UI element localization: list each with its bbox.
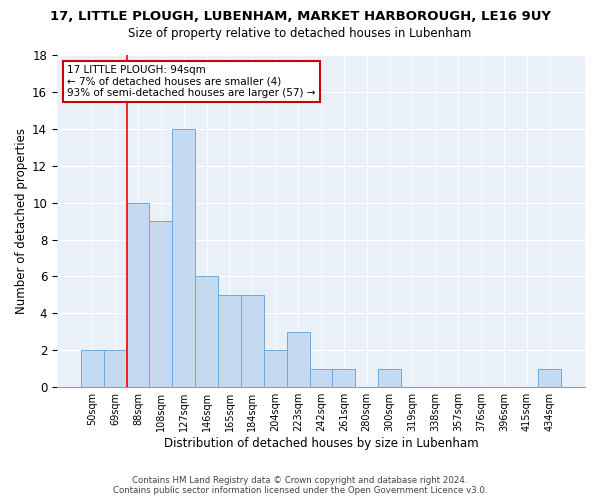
- Y-axis label: Number of detached properties: Number of detached properties: [15, 128, 28, 314]
- Text: 17 LITTLE PLOUGH: 94sqm
← 7% of detached houses are smaller (4)
93% of semi-deta: 17 LITTLE PLOUGH: 94sqm ← 7% of detached…: [67, 65, 316, 98]
- Bar: [218, 295, 241, 387]
- Bar: [332, 369, 355, 387]
- Bar: [287, 332, 310, 387]
- X-axis label: Distribution of detached houses by size in Lubenham: Distribution of detached houses by size …: [164, 437, 478, 450]
- Bar: [195, 276, 218, 387]
- Bar: [241, 295, 264, 387]
- Bar: [264, 350, 287, 387]
- Bar: [378, 369, 401, 387]
- Bar: [310, 369, 332, 387]
- Bar: [172, 129, 195, 387]
- Bar: [127, 202, 149, 387]
- Bar: [81, 350, 104, 387]
- Text: 17, LITTLE PLOUGH, LUBENHAM, MARKET HARBOROUGH, LE16 9UY: 17, LITTLE PLOUGH, LUBENHAM, MARKET HARB…: [49, 10, 551, 23]
- Text: Size of property relative to detached houses in Lubenham: Size of property relative to detached ho…: [128, 28, 472, 40]
- Text: Contains HM Land Registry data © Crown copyright and database right 2024.
Contai: Contains HM Land Registry data © Crown c…: [113, 476, 487, 495]
- Bar: [538, 369, 561, 387]
- Bar: [149, 221, 172, 387]
- Bar: [104, 350, 127, 387]
